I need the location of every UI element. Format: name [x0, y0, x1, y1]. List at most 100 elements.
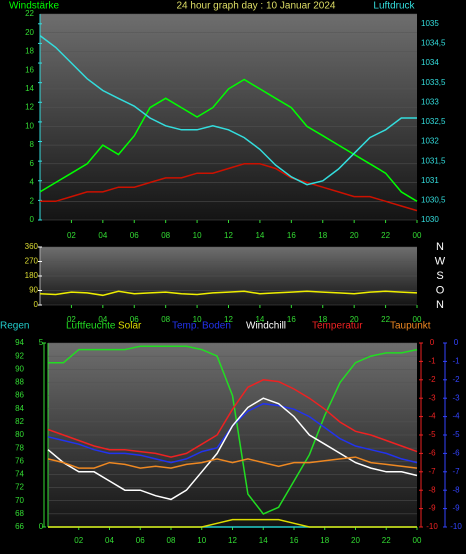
y-tick-label: 74 [15, 470, 24, 479]
y-tick-label: -4 [452, 412, 460, 421]
y-tick-label: -9 [428, 504, 436, 513]
x-tick-label: 20 [351, 536, 360, 545]
x-tick-label: 14 [259, 536, 268, 545]
x-tick-label: 06 [130, 231, 139, 240]
series-line [40, 163, 418, 212]
y-tick-label: N [436, 241, 444, 253]
y-tick-label: -10 [426, 522, 438, 531]
y-tick-label: 78 [15, 443, 24, 452]
y-tick-label: O [436, 284, 445, 296]
y-tick-label: -5 [452, 430, 460, 439]
x-tick-label: 16 [287, 315, 296, 324]
y-tick-label: W [435, 255, 446, 267]
y-tick-label: 84 [15, 404, 24, 413]
x-tick-label: 00 [413, 536, 422, 545]
y-tick-label: 6 [30, 159, 35, 168]
y-tick-label: 270 [25, 257, 39, 266]
x-tick-label: 22 [382, 536, 391, 545]
x-tick-label: 18 [318, 315, 327, 324]
y-tick-label: 22 [25, 9, 34, 18]
y-tick-label: 18 [25, 47, 34, 56]
y-tick-label: 94 [15, 338, 24, 347]
y-tick-label: 82 [15, 417, 24, 426]
series-line [48, 518, 417, 528]
x-tick-label: 14 [255, 315, 264, 324]
y-tick-label: 2 [30, 196, 35, 205]
y-tick-label: 0 [30, 215, 35, 224]
x-tick-label: 20 [350, 231, 359, 240]
y-tick-label: 70 [15, 496, 24, 505]
x-tick-label: 22 [381, 231, 390, 240]
x-tick-label: 10 [193, 231, 202, 240]
y-tick-label: -10 [450, 522, 462, 531]
x-tick-label: 06 [130, 315, 139, 324]
legend-label: Windstärke [9, 1, 59, 12]
y-tick-label: 90 [15, 364, 24, 373]
y-tick-label: 88 [15, 378, 24, 387]
series-line [48, 345, 418, 515]
y-tick-label: -7 [428, 467, 436, 476]
y-tick-label: 0 [34, 300, 39, 309]
x-tick-label: 16 [290, 536, 299, 545]
y-tick-label: 4 [30, 178, 35, 187]
y-tick-label: -2 [428, 375, 436, 384]
legend-label: Windchill [246, 321, 286, 332]
y-tick-label: 14 [25, 84, 34, 93]
y-tick-label: 0 [39, 522, 44, 531]
y-tick-label: 0 [454, 338, 459, 347]
y-tick-label: 92 [15, 351, 24, 360]
x-tick-label: 02 [74, 536, 83, 545]
x-tick-label: 18 [320, 536, 329, 545]
y-tick-label: 1033 [421, 97, 439, 106]
y-tick-label: 76 [15, 456, 24, 465]
x-tick-label: 08 [161, 231, 170, 240]
y-tick-label: 1032 [421, 137, 439, 146]
x-tick-label: 02 [67, 231, 76, 240]
x-tick-label: 04 [105, 536, 114, 545]
y-tick-label: 1030,5 [421, 195, 446, 204]
y-tick-label: -6 [452, 449, 460, 458]
x-tick-label: 18 [318, 231, 327, 240]
legend-label: Luftdruck [373, 1, 415, 12]
y-tick-label: 20 [25, 28, 34, 37]
series-line [47, 379, 418, 458]
x-tick-label: 02 [67, 315, 76, 324]
x-tick-label: 14 [255, 231, 264, 240]
x-tick-label: 00 [413, 315, 422, 324]
y-tick-label: -3 [452, 393, 460, 402]
y-tick-label: 180 [25, 271, 39, 280]
y-tick-label: 1032,5 [421, 117, 446, 126]
y-tick-label: 1031 [421, 176, 439, 185]
legend-label: Temperatur [312, 321, 363, 332]
series-line [47, 456, 418, 469]
y-tick-label: -3 [428, 393, 436, 402]
x-tick-label: 04 [98, 315, 107, 324]
y-tick-label: 10 [25, 121, 34, 130]
y-tick-label: 8 [30, 140, 35, 149]
y-tick-label: 1034 [421, 58, 439, 67]
y-tick-label: -5 [428, 430, 436, 439]
y-tick-label: -4 [428, 412, 436, 421]
x-tick-label: 20 [350, 315, 359, 324]
legend-label: Luftfeuchte [66, 321, 116, 332]
series-line [39, 78, 418, 202]
x-tick-label: 00 [413, 231, 422, 240]
y-tick-label: N [436, 299, 444, 311]
series-line [39, 290, 418, 297]
y-tick-label: 1034,5 [421, 39, 446, 48]
y-tick-label: 1031,5 [421, 156, 446, 165]
y-tick-label: 5 [39, 338, 44, 347]
chart-title: 24 hour graph day : 10 Januar 2024 [176, 1, 335, 12]
y-tick-label: 66 [15, 522, 24, 531]
y-tick-label: -8 [452, 485, 460, 494]
y-tick-label: 1033,5 [421, 78, 446, 87]
x-tick-label: 08 [167, 536, 176, 545]
y-tick-label: 1030 [421, 215, 439, 224]
y-tick-label: -1 [452, 357, 460, 366]
y-tick-label: -7 [452, 467, 460, 476]
x-tick-label: 06 [136, 536, 145, 545]
legend-label: Regen [0, 321, 29, 332]
x-tick-label: 12 [224, 315, 233, 324]
y-tick-label: 80 [15, 430, 24, 439]
